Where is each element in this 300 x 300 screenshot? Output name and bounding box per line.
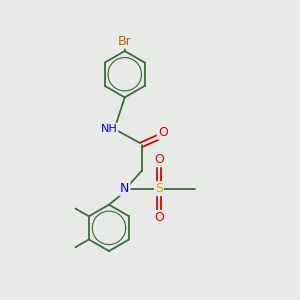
Text: S: S (155, 182, 163, 195)
Text: Br: Br (118, 35, 132, 48)
Text: NH: NH (100, 124, 117, 134)
Text: O: O (154, 153, 164, 166)
Text: O: O (158, 126, 168, 139)
Text: O: O (154, 211, 164, 224)
Text: N: N (120, 182, 129, 195)
